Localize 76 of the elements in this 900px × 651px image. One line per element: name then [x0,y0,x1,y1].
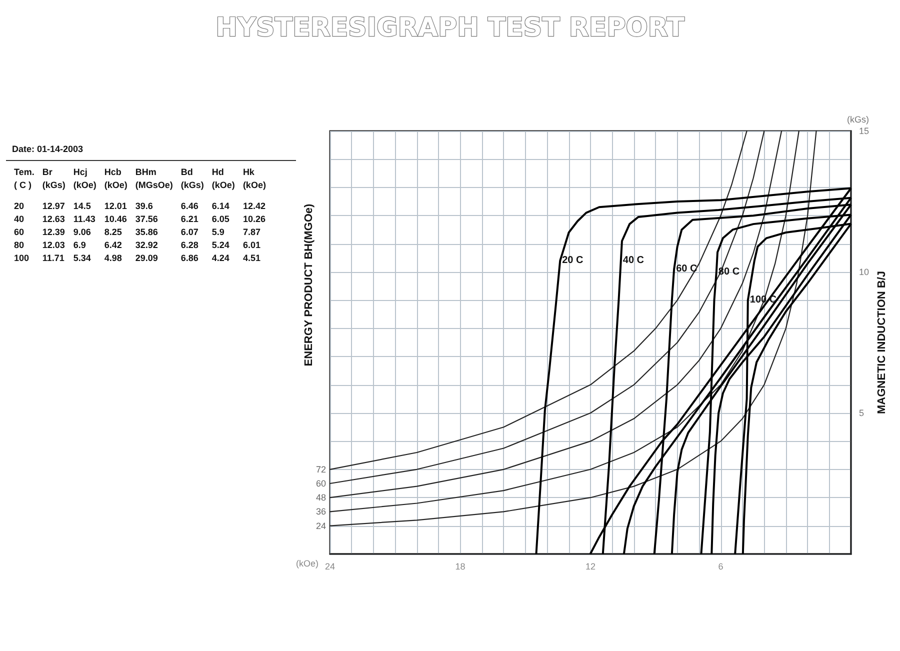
text: (kGs) [180,178,205,191]
text: 6.05 [212,212,230,225]
text: (kGs) [847,114,869,124]
text: 4.51 [242,252,262,264]
text: 6.42 [104,238,123,251]
text: (kOe) [73,178,98,191]
text: (kOe) [212,178,236,191]
series-label: 24 [316,520,326,531]
text: 4.98 [104,252,123,264]
text: 8.25 [104,226,123,238]
text: 6.9 [73,238,87,251]
series-label: 40 C [622,255,644,266]
text: Tem. [14,166,36,178]
x-tick-label: 6 [718,562,724,572]
text: 5.34 [73,252,92,264]
text: 5.24 [212,238,230,251]
y-tick-label: 5 [859,408,864,418]
text: Hcb [104,166,122,178]
text: 14.5 [73,200,92,212]
x-tick-label: 12 [585,562,596,572]
text: 100 [14,252,30,264]
text: 6.46 [180,200,200,212]
text: 35.86 [135,226,159,238]
text: 29.09 [135,252,159,264]
text: 32.92 [135,238,159,251]
text: Hd [212,166,225,178]
text: (kGs) [42,178,66,191]
text: Date: 01-14-2003 [6,142,296,161]
text: 6.28 [180,238,200,251]
x-tick-label: 18 [455,562,466,572]
text: (kOe) [242,178,267,191]
text: 20 [14,200,26,212]
series-label: 20 C [562,255,584,266]
text: 11.43 [73,212,96,225]
text: 12.97 [42,200,66,212]
text: BHm [135,166,158,178]
text: 6.07 [180,226,200,238]
text: 40 [14,212,26,225]
text: 12.03 [42,238,66,251]
text: 39.6 [135,200,154,212]
text: (kOe) [104,178,128,191]
text: 37.56 [135,212,159,225]
text: 12.39 [42,226,66,238]
text: 80 [14,238,26,251]
text: 5.9 [212,226,226,238]
text: 7.87 [242,226,262,238]
text: (MGsOe) [135,178,174,191]
text: 6.86 [180,252,200,264]
x-axis-title: (kOe) [296,558,319,568]
text: 6.21 [180,212,200,225]
text: ENERGY PRODUCT BH(MGOe) [303,203,315,366]
chart-title: HYSTERESIGRAPH TEST REPORT [216,13,685,43]
text: 9.06 [73,226,92,238]
x-tick-label: 24 [324,562,336,572]
text: 12.01 [104,200,128,212]
series-label: 36 [316,506,326,517]
text: Bd [180,166,194,178]
text: ( C ) [14,178,32,191]
series-label: 72 [316,464,326,474]
text: 12.63 [42,212,66,225]
text: 11.71 [42,252,66,264]
text: Hk [242,166,256,178]
text: Br [42,166,54,178]
y-axis-title: MAGNETIC INDUCTION B/J [876,271,888,414]
text: 6.01 [242,238,262,251]
text: Hcj [73,166,88,178]
series-label: 48 [316,492,326,503]
text: 6.14 [212,200,230,212]
text: 12.42 [242,200,266,212]
text: 10.46 [104,212,128,225]
text: 10.26 [242,212,266,225]
y-tick-label: 15 [859,126,870,136]
text: 60 [14,226,26,238]
y-tick-label: 10 [859,267,870,277]
series-label: 60 [316,478,326,488]
text: 4.24 [212,252,230,264]
